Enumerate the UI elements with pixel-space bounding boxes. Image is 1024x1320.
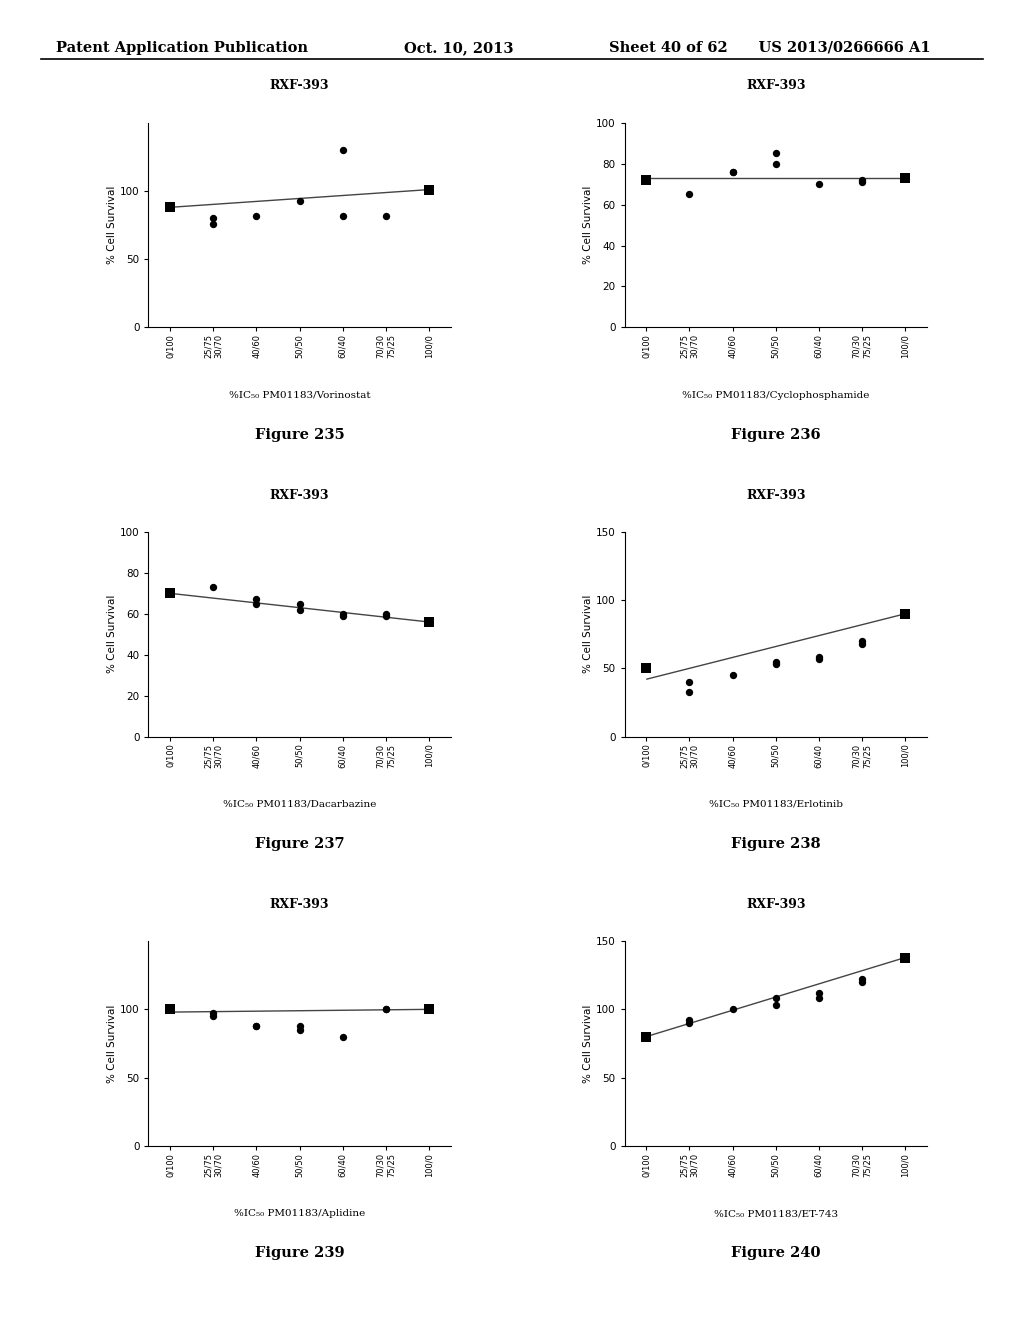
Text: Figure 237: Figure 237 — [255, 837, 344, 851]
Point — [897, 603, 913, 624]
Point — [811, 982, 827, 1003]
Text: Figure 239: Figure 239 — [255, 1246, 344, 1261]
Point — [811, 987, 827, 1008]
Point — [205, 213, 221, 234]
Point — [854, 631, 870, 652]
Point — [205, 1003, 221, 1024]
Point — [854, 972, 870, 993]
Point — [768, 143, 784, 164]
Text: RXF-393: RXF-393 — [745, 488, 806, 502]
Point — [248, 593, 264, 614]
Point — [768, 995, 784, 1016]
Point — [335, 1026, 351, 1047]
Point — [205, 577, 221, 598]
Point — [638, 657, 654, 678]
Point — [854, 169, 870, 190]
Point — [162, 583, 178, 605]
Text: Figure 235: Figure 235 — [255, 428, 344, 442]
Text: RXF-393: RXF-393 — [269, 488, 330, 502]
Text: Oct. 10, 2013: Oct. 10, 2013 — [404, 41, 514, 55]
Point — [335, 140, 351, 161]
Text: Sheet 40 of 62      US 2013/0266666 A1: Sheet 40 of 62 US 2013/0266666 A1 — [609, 41, 931, 55]
Y-axis label: % Cell Survival: % Cell Survival — [108, 595, 117, 673]
Text: Figure 238: Figure 238 — [731, 837, 820, 851]
Y-axis label: % Cell Survival: % Cell Survival — [584, 186, 593, 264]
Point — [854, 969, 870, 990]
Point — [378, 999, 394, 1020]
Point — [811, 648, 827, 669]
Point — [724, 999, 740, 1020]
Point — [638, 1026, 654, 1047]
Point — [378, 603, 394, 624]
Text: RXF-393: RXF-393 — [269, 898, 330, 911]
Point — [811, 647, 827, 668]
Text: %IC₅₀ PM01183/Vorinostat: %IC₅₀ PM01183/Vorinostat — [228, 391, 371, 400]
Point — [854, 172, 870, 193]
Point — [378, 999, 394, 1020]
Text: RXF-393: RXF-393 — [269, 79, 330, 92]
Point — [205, 1006, 221, 1027]
Point — [248, 589, 264, 610]
Text: RXF-393: RXF-393 — [745, 898, 806, 911]
Point — [335, 606, 351, 627]
Point — [724, 665, 740, 686]
Text: %IC₅₀ PM01183/ET-743: %IC₅₀ PM01183/ET-743 — [714, 1209, 838, 1218]
Point — [378, 606, 394, 627]
Text: Figure 240: Figure 240 — [731, 1246, 820, 1261]
Y-axis label: % Cell Survival: % Cell Survival — [583, 1005, 593, 1082]
Point — [768, 153, 784, 174]
Text: RXF-393: RXF-393 — [745, 79, 806, 92]
Point — [897, 946, 913, 968]
Point — [248, 205, 264, 226]
Point — [811, 174, 827, 195]
Point — [768, 987, 784, 1008]
Point — [724, 161, 740, 182]
Point — [724, 161, 740, 182]
Text: %IC₅₀ PM01183/Dacarbazine: %IC₅₀ PM01183/Dacarbazine — [223, 800, 376, 809]
Point — [291, 599, 307, 620]
Point — [681, 672, 697, 693]
Point — [681, 1010, 697, 1031]
Text: %IC₅₀ PM01183/Cyclophosphamide: %IC₅₀ PM01183/Cyclophosphamide — [682, 391, 869, 400]
Point — [205, 207, 221, 228]
Point — [162, 197, 178, 218]
Point — [681, 183, 697, 205]
Point — [335, 205, 351, 226]
Point — [681, 681, 697, 702]
Point — [291, 190, 307, 211]
Point — [248, 1015, 264, 1036]
Y-axis label: % Cell Survival: % Cell Survival — [583, 595, 593, 673]
Point — [897, 168, 913, 189]
Y-axis label: % Cell Survival: % Cell Survival — [108, 1005, 117, 1082]
Text: Figure 236: Figure 236 — [731, 428, 820, 442]
Point — [378, 205, 394, 226]
Point — [854, 634, 870, 655]
Text: %IC₅₀ PM01183/Erlotinib: %IC₅₀ PM01183/Erlotinib — [709, 800, 843, 809]
Point — [162, 999, 178, 1020]
Point — [421, 180, 437, 201]
Point — [768, 653, 784, 675]
Point — [638, 169, 654, 190]
Point — [248, 1015, 264, 1036]
Point — [421, 611, 437, 632]
Point — [421, 999, 437, 1020]
Text: Patent Application Publication: Patent Application Publication — [56, 41, 308, 55]
Point — [291, 1019, 307, 1040]
Point — [681, 1012, 697, 1034]
Point — [768, 651, 784, 672]
Point — [291, 593, 307, 614]
Y-axis label: % Cell Survival: % Cell Survival — [108, 186, 117, 264]
Point — [335, 603, 351, 624]
Text: %IC₅₀ PM01183/Aplidine: %IC₅₀ PM01183/Aplidine — [233, 1209, 366, 1218]
Point — [291, 1015, 307, 1036]
